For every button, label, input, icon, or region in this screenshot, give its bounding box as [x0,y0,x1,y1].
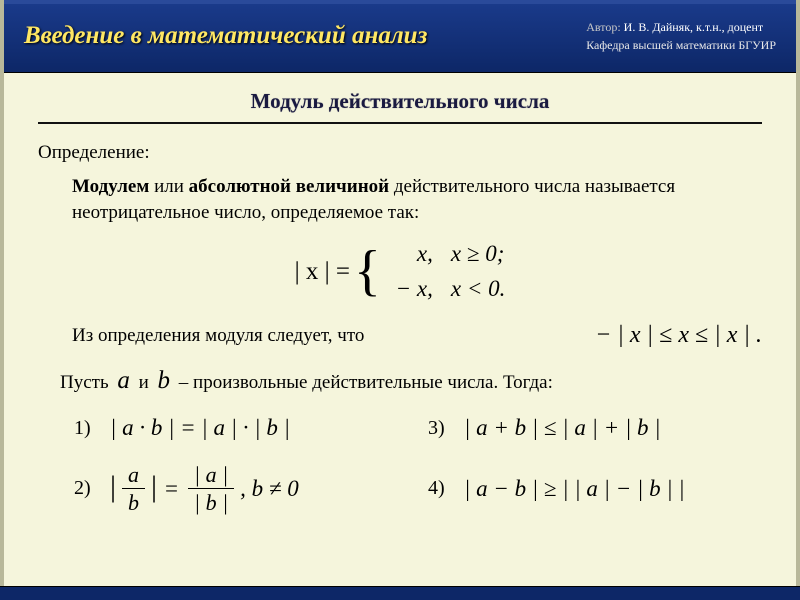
let-mid2: – произвольные действительные числа. Тог… [179,372,553,393]
p2-den-r: | b | [194,490,228,515]
slide-meta: Автор: И. В. Дайняк, к.т.н., доцент Кафе… [586,18,776,54]
prop4-expr: | a − b | ≥ | | a | − | b | | [464,476,685,502]
abs-bar-r1: | [151,476,157,497]
slide-footer-bar [0,586,800,600]
property-3: 3) | a + b | ≤ | a | + | b | [428,415,752,441]
inequality-expr: − | x | ≤ x ≤ | x | . [595,322,762,348]
prop1-number: 1) [74,417,98,440]
case2-value: − x, [387,272,433,307]
prop2-number: 2) [74,477,98,500]
prop1-expr: | a · b | = | a | · | b | [110,415,290,441]
prop4-number: 4) [428,477,452,500]
formula-cases: x, x ≥ 0; − x, x < 0. [387,237,505,306]
left-shade [0,0,4,600]
let-pre: Пусть [60,372,113,393]
def-bold-2: абсолютной величиной [189,176,389,197]
property-2: 2) | a b | = | a | | b | , b ≠ 0 [74,463,398,514]
department-line: Кафедра высшей математики БГУИР [586,36,776,54]
followup-text: Из определения модуля следует, что [72,325,364,347]
main-formula: | x | = { x, x ≥ 0; − x, x < 0. [38,237,762,306]
abs-bar-l1: | [110,476,116,497]
properties-grid: 1) | a · b | = | a | · | b | 3) | a + b … [74,415,752,514]
formula-lhs: | x | = [295,258,350,286]
author-name: И. В. Дайняк, к.т.н., доцент [624,20,764,34]
definition-body: Модулем или абсолютной величиной действи… [72,174,762,225]
case1-condition: x ≥ 0; [451,237,505,272]
section-title: Модуль действительного числа [38,89,762,114]
definition-label: Определение: [38,142,762,164]
right-shade [796,0,800,600]
slide-title: Введение в математический анализ [24,22,427,50]
p2-num-r: | a | [194,462,228,487]
prop2-frac-right: | a | | b | [188,463,234,514]
followup-row: Из определения модуля следует, что − | x… [72,322,762,349]
slide-content: Модуль действительного числа Определение… [0,73,800,524]
prop2-expr: | a b | = | a | | b | , b ≠ 0 [110,463,299,514]
author-line: Автор: И. В. Дайняк, к.т.н., доцент [586,18,776,36]
section-rule [38,122,762,124]
p2-eq: = [161,476,182,502]
followup-inequality: − | x | ≤ x ≤ | x | . [595,322,762,349]
case2-condition: x < 0. [451,272,505,307]
case1-value: x, [387,237,433,272]
p2-num-l: a [122,463,145,489]
slide-header: Введение в математический анализ Автор: … [0,0,800,73]
prop3-expr: | a + b | ≤ | a | + | b | [464,415,661,441]
author-label: Автор: [586,20,620,34]
def-bold-1: Модулем [72,176,149,197]
property-4: 4) | a − b | ≥ | | a | − | b | | [428,463,752,514]
let-line: Пусть a и b – произвольные действительны… [60,367,762,395]
prop3-number: 3) [428,417,452,440]
var-a: a [113,367,134,395]
var-b: b [154,367,175,395]
p2-side: , b ≠ 0 [240,476,299,502]
prop2-frac-left: a b [122,463,145,514]
def-mid-1: или [149,176,188,197]
brace-icon: { [354,246,381,296]
property-1: 1) | a · b | = | a | · | b | [74,415,398,441]
let-mid1: и [139,372,154,393]
p2-den-l: b [122,489,145,514]
